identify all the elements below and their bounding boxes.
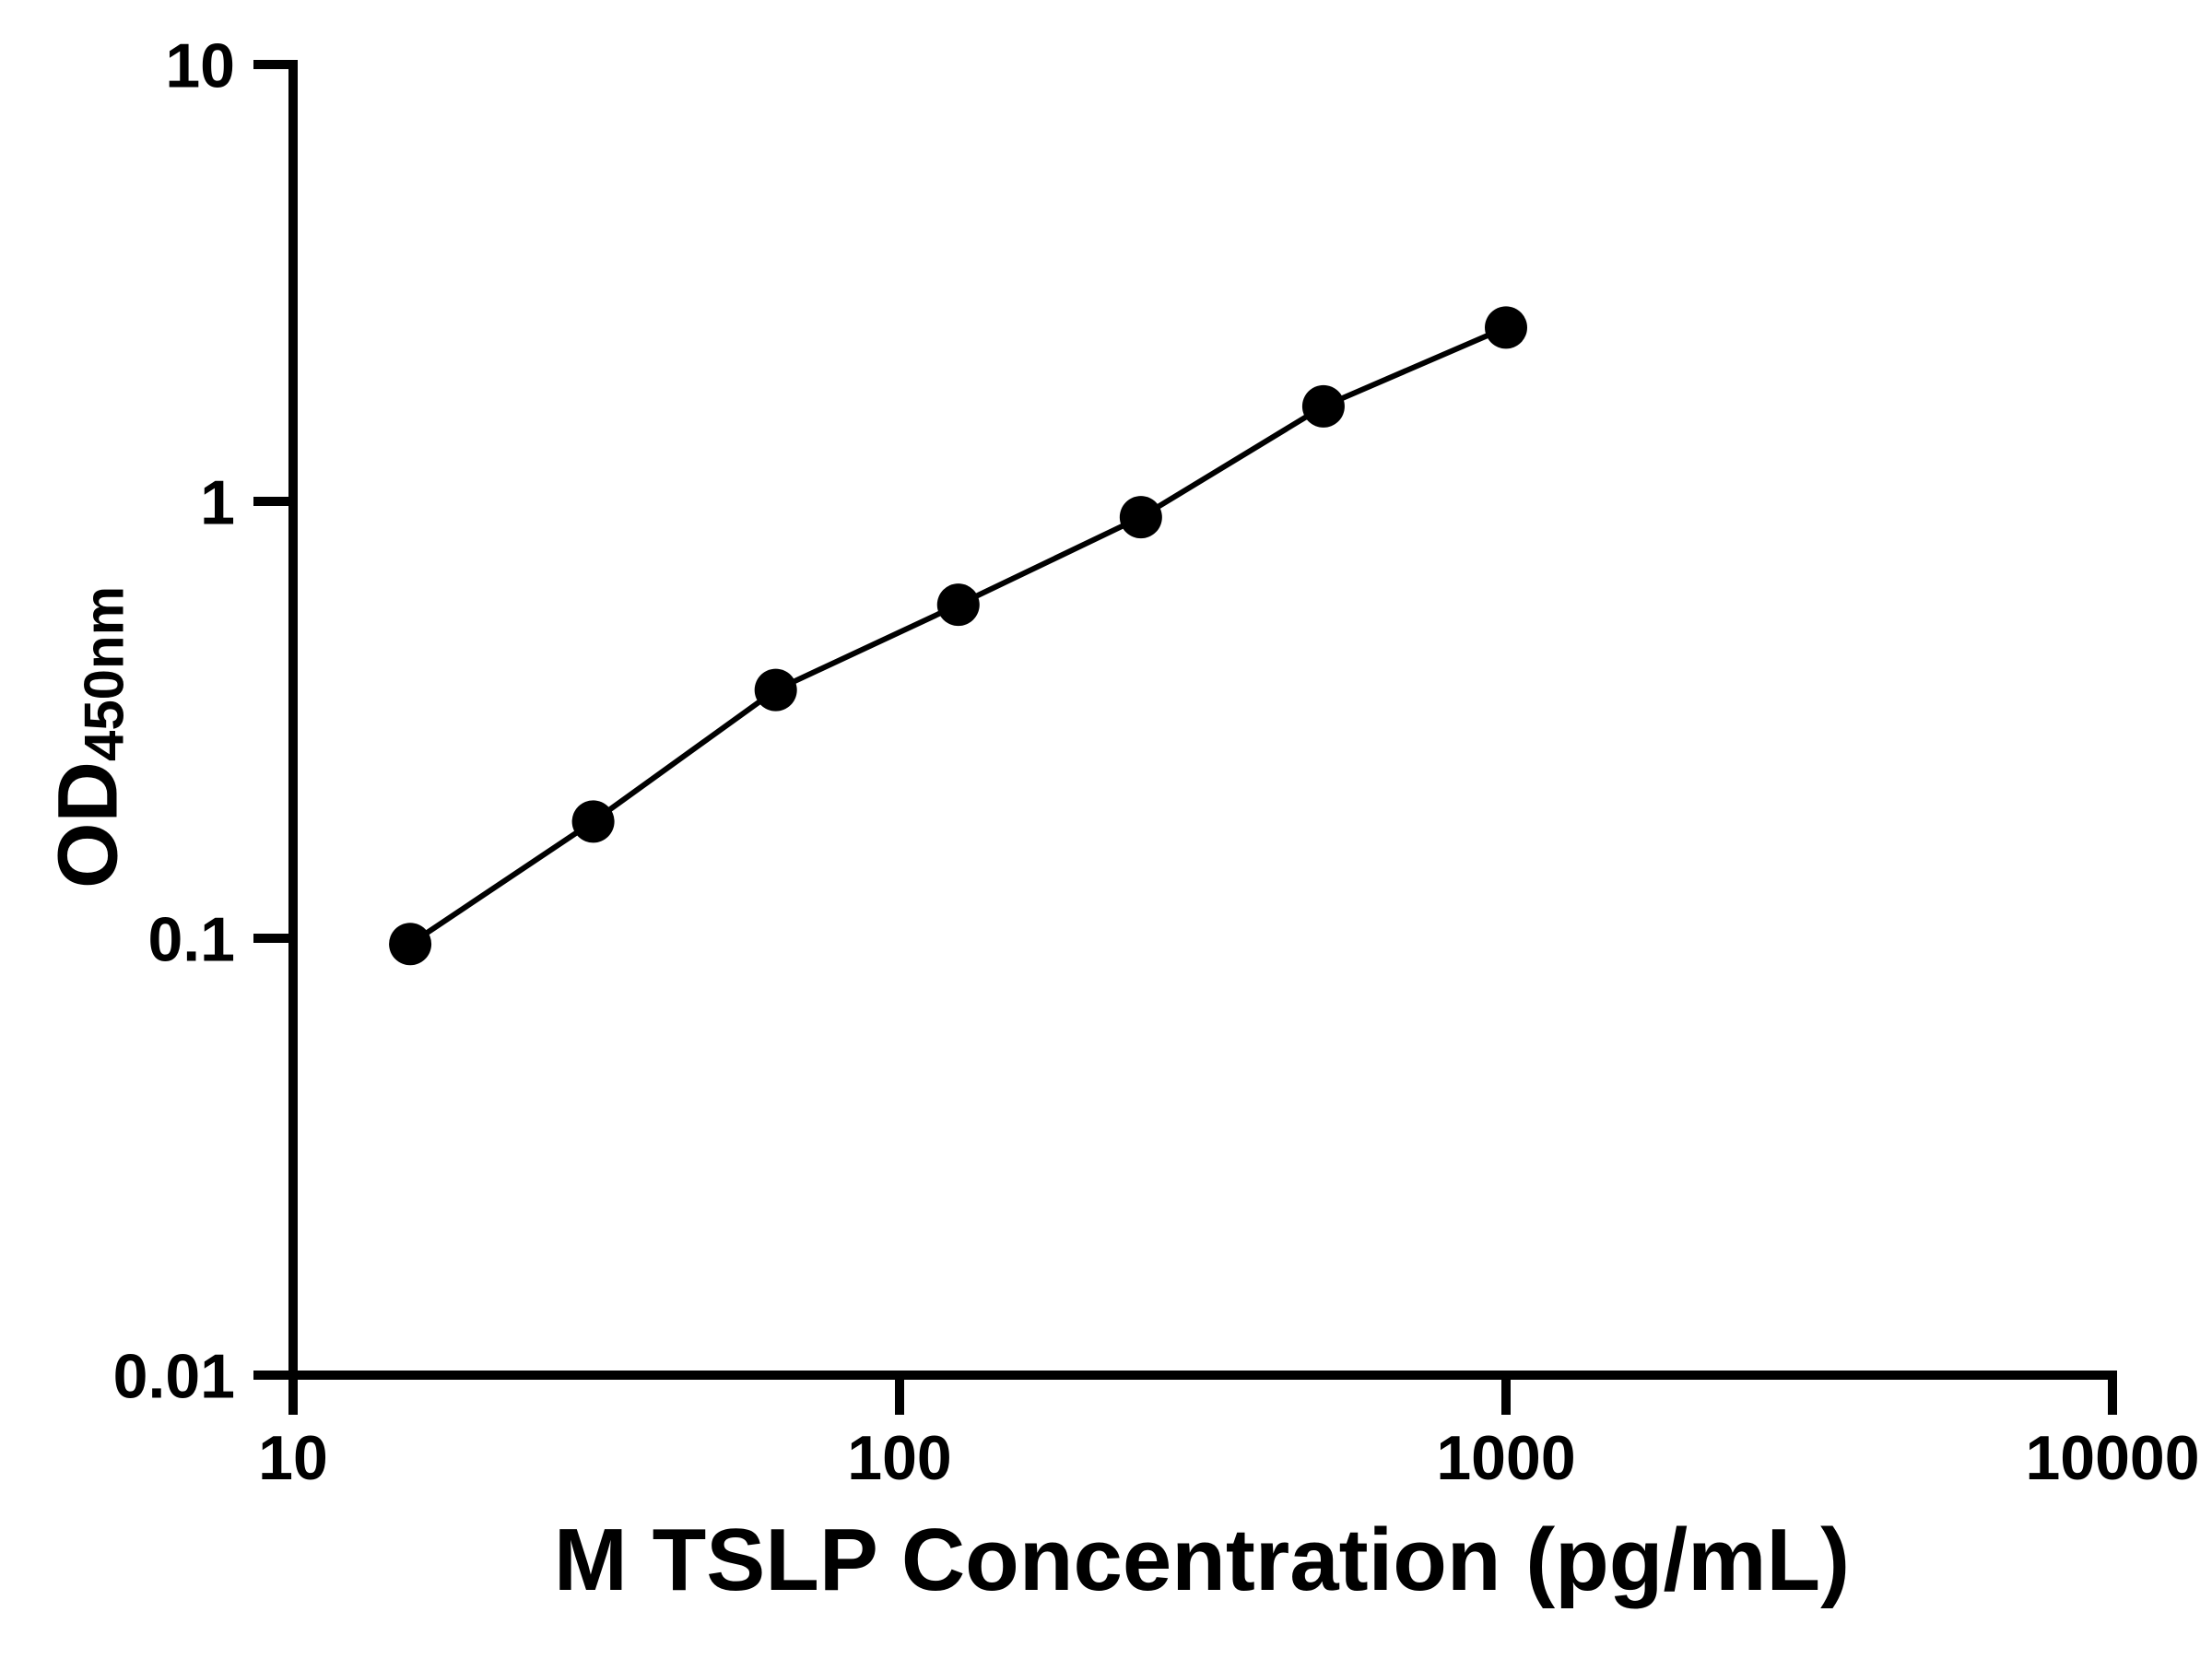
- data-point: [389, 923, 432, 966]
- x-tick-label: 10000: [2025, 1423, 2199, 1493]
- x-tick-label: 100: [847, 1423, 951, 1493]
- x-axis-title: M TSLP Concentration (pg/mL): [553, 1511, 1851, 1609]
- y-tick-label: 0.01: [113, 1341, 235, 1411]
- y-axis-title: OD450nm: [41, 586, 137, 888]
- y-tick-label: 1: [200, 467, 235, 537]
- y-tick-label: 10: [165, 30, 235, 100]
- data-point: [936, 583, 980, 627]
- y-tick-label: 0.1: [147, 904, 235, 974]
- x-tick-label: 1000: [1436, 1423, 1575, 1493]
- y-axis-title-main: OD: [41, 761, 135, 889]
- data-point: [1301, 384, 1345, 428]
- data-point: [754, 668, 797, 712]
- data-line: [408, 324, 1508, 947]
- y-axis-title-subscript: 450nm: [73, 585, 135, 762]
- data-point: [1485, 306, 1527, 349]
- data-point: [1119, 496, 1162, 539]
- data-point: [571, 800, 615, 843]
- x-tick-label: 10: [258, 1423, 328, 1493]
